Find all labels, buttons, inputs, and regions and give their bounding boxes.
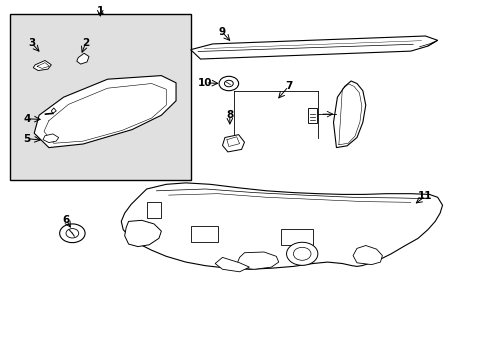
Circle shape xyxy=(293,247,310,260)
Polygon shape xyxy=(43,134,59,143)
Text: 2: 2 xyxy=(82,38,89,48)
Polygon shape xyxy=(34,76,176,148)
Polygon shape xyxy=(333,81,365,148)
Polygon shape xyxy=(215,257,249,272)
Polygon shape xyxy=(121,183,442,269)
Polygon shape xyxy=(190,36,437,59)
Polygon shape xyxy=(307,108,316,123)
Text: 3: 3 xyxy=(28,38,35,48)
Text: 7: 7 xyxy=(284,81,292,91)
Text: 11: 11 xyxy=(417,191,432,201)
Text: 4: 4 xyxy=(23,114,31,124)
Polygon shape xyxy=(146,202,161,218)
Text: 5: 5 xyxy=(23,134,30,144)
Polygon shape xyxy=(77,53,89,64)
Circle shape xyxy=(224,80,233,87)
Text: 6: 6 xyxy=(62,215,69,225)
Polygon shape xyxy=(124,220,161,247)
Text: 8: 8 xyxy=(226,110,233,120)
Polygon shape xyxy=(33,60,51,71)
Polygon shape xyxy=(237,252,278,269)
Polygon shape xyxy=(352,246,382,265)
Circle shape xyxy=(66,229,79,238)
Circle shape xyxy=(60,224,85,243)
Text: 10: 10 xyxy=(198,78,212,88)
Circle shape xyxy=(286,242,317,265)
Text: 9: 9 xyxy=(219,27,225,37)
Polygon shape xyxy=(190,226,217,242)
Bar xyxy=(10,14,190,180)
Polygon shape xyxy=(222,135,244,152)
Circle shape xyxy=(219,76,238,91)
Text: 1: 1 xyxy=(97,6,103,16)
Polygon shape xyxy=(281,229,312,245)
